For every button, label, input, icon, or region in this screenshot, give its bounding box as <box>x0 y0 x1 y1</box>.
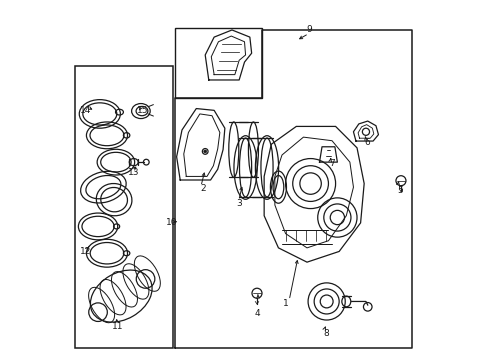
Circle shape <box>203 150 206 153</box>
Text: 9: 9 <box>305 26 311 35</box>
Text: 3: 3 <box>236 199 242 208</box>
Bar <box>175 28 262 98</box>
Text: 5: 5 <box>396 186 402 195</box>
Text: 14: 14 <box>80 106 91 115</box>
Text: 8: 8 <box>323 329 329 338</box>
Bar <box>75 66 173 348</box>
Text: 15: 15 <box>137 106 148 115</box>
Text: 2: 2 <box>200 184 206 193</box>
Text: 1: 1 <box>282 299 288 308</box>
Text: 10: 10 <box>165 219 177 228</box>
Text: 7: 7 <box>328 159 334 168</box>
Text: 4: 4 <box>254 310 259 319</box>
Text: 13: 13 <box>128 168 139 177</box>
Text: 6: 6 <box>364 138 370 147</box>
Text: 11: 11 <box>112 322 123 331</box>
Text: 12: 12 <box>80 247 91 256</box>
